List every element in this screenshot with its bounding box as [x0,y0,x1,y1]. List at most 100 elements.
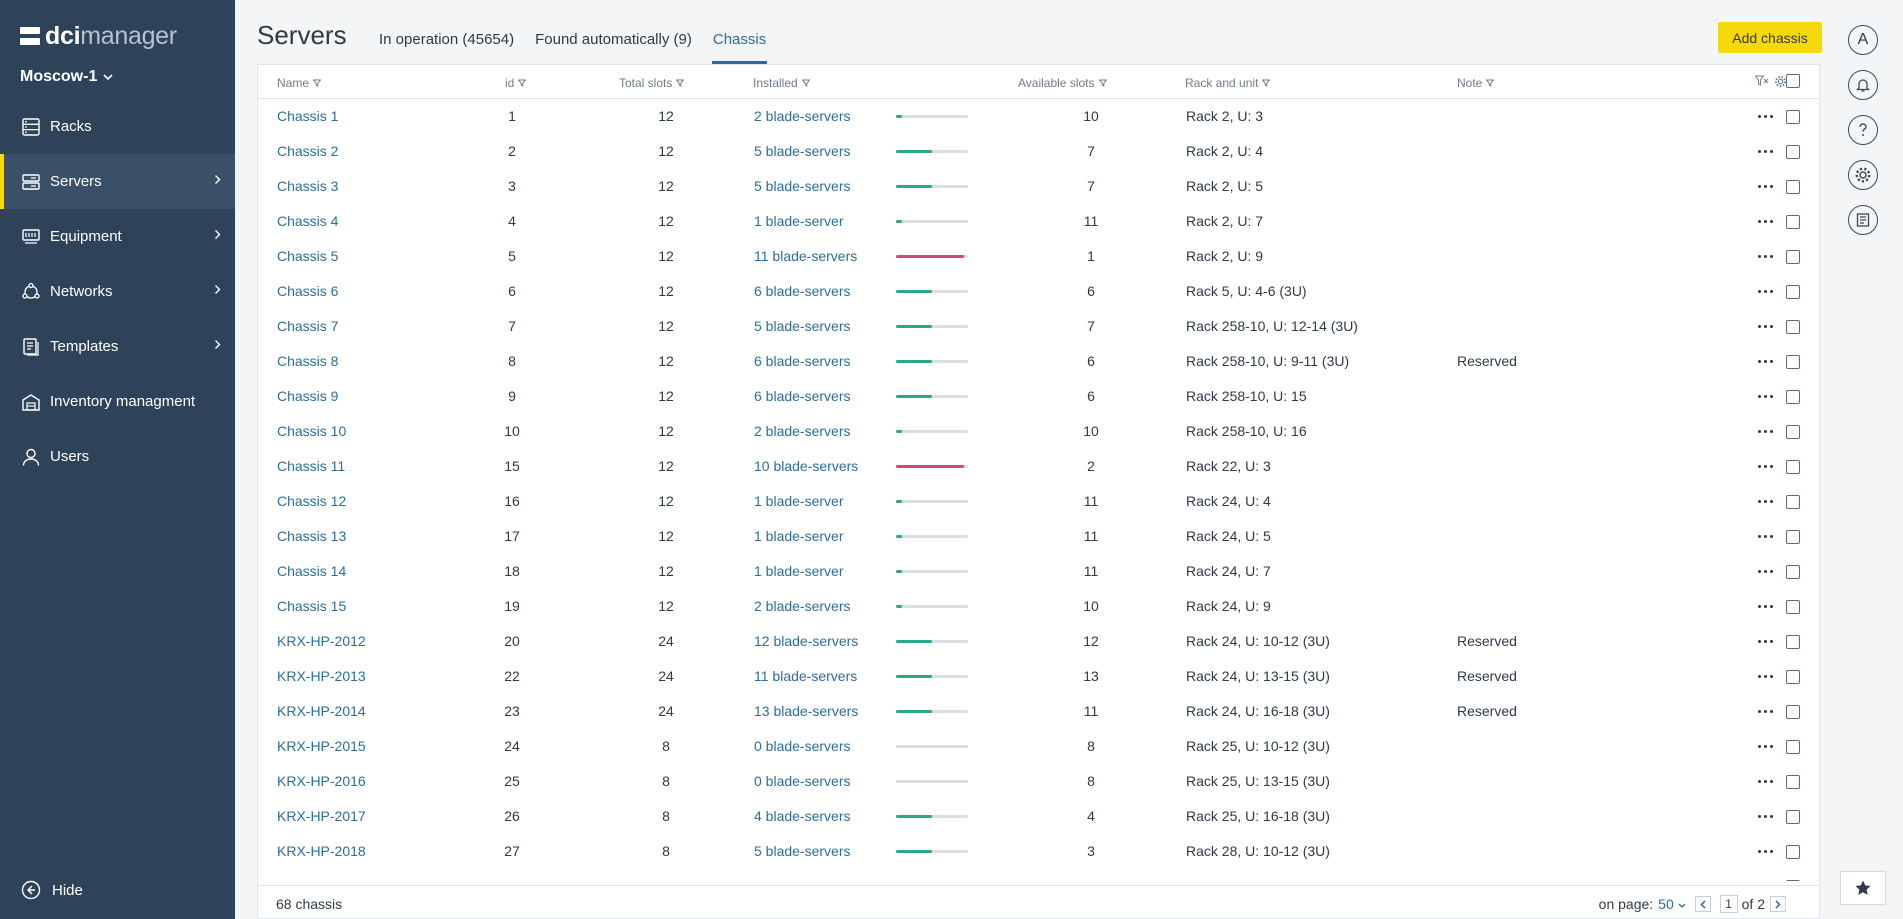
chassis-name-link[interactable]: Chassis 13 [277,528,347,544]
installed-link[interactable]: 0 blade-servers [754,738,851,754]
row-menu-button[interactable] [1754,554,1776,589]
installed-link[interactable]: 11 blade-servers [754,668,858,684]
column-name[interactable]: Name [277,76,322,90]
installed-link[interactable]: 13 blade-servers [754,703,859,719]
row-checkbox[interactable] [1786,775,1800,789]
sidebar-item-inventory-managment[interactable]: Inventory managment [0,374,235,429]
column-installed[interactable]: Installed [753,76,810,90]
table-row[interactable]: Chassis 8 8 12 6 blade-servers 6 Rack 258-10,… [258,344,1819,379]
avatar[interactable]: A [1848,25,1878,55]
row-menu-button[interactable] [1754,274,1776,309]
prev-page-button[interactable] [1694,896,1711,912]
row-menu-button[interactable] [1754,519,1776,554]
installed-link[interactable]: 1 blade-server [754,528,844,544]
chassis-name-link[interactable]: KRX-HP-2019 [277,869,366,881]
on-page-select[interactable]: 50 [1658,896,1686,912]
table-row[interactable]: KRX-HP-2014 23 24 13 blade-servers 11 Rack 24… [258,694,1819,729]
chassis-name-link[interactable]: Chassis 4 [277,213,339,229]
sidebar-item-users[interactable]: Users [0,429,235,484]
installed-link[interactable]: 2 blade-servers [754,108,851,124]
row-checkbox[interactable] [1786,845,1800,859]
table-row[interactable]: KRX-HP-2018 27 8 5 blade-servers 3 Rack 28, U… [258,834,1819,869]
row-checkbox[interactable] [1786,705,1800,719]
table-settings-button[interactable] [1770,75,1787,88]
row-menu-button[interactable] [1754,764,1776,799]
table-row[interactable]: KRX-HP-2017 26 8 4 blade-servers 4 Rack 25, U… [258,799,1819,834]
chassis-name-link[interactable]: KRX-HP-2015 [277,738,366,754]
table-row[interactable]: Chassis 12 16 12 1 blade-server 11 Rack 24, U… [258,484,1819,519]
select-all-checkbox[interactable] [1786,74,1800,88]
row-checkbox[interactable] [1786,145,1800,159]
chassis-name-link[interactable]: Chassis 11 [277,458,346,474]
add-chassis-button[interactable]: Add chassis [1718,22,1822,53]
row-checkbox[interactable] [1786,250,1800,264]
installed-link[interactable]: 2 blade-servers [754,423,851,439]
row-menu-button[interactable] [1754,134,1776,169]
table-row[interactable]: Chassis 7 7 12 5 blade-servers 7 Rack 258-10,… [258,309,1819,344]
settings-button[interactable] [1848,160,1878,190]
table-row[interactable]: Chassis 13 17 12 1 blade-server 11 Rack 24, U… [258,519,1819,554]
tab-found-automatically-9[interactable]: Found automatically (9) [535,31,692,48]
installed-link[interactable]: 5 blade-servers [754,143,851,159]
location-selector[interactable]: Moscow-1 [20,68,113,86]
row-checkbox[interactable] [1786,215,1800,229]
chassis-name-link[interactable]: Chassis 7 [277,318,339,334]
tab-in-operation-45654[interactable]: In operation (45654) [379,31,515,48]
row-menu-button[interactable] [1754,309,1776,344]
table-row[interactable]: Chassis 6 6 12 6 blade-servers 6 Rack 5, U: 4… [258,274,1819,309]
chassis-name-link[interactable]: Chassis 1 [277,108,339,124]
column-note[interactable]: Note [1457,76,1495,90]
table-row[interactable]: Chassis 5 5 12 11 blade-servers 1 Rack 2, U: … [258,239,1819,274]
installed-link[interactable]: 1 blade-server [754,493,844,509]
row-checkbox[interactable] [1786,810,1800,824]
table-row[interactable]: KRX-HP-2016 25 8 0 blade-servers 8 Rack 25, U… [258,764,1819,799]
table-row[interactable]: Chassis 15 19 12 2 blade-servers 10 Rack 24, … [258,589,1819,624]
column-total-slots[interactable]: Total slots [619,76,685,90]
row-checkbox[interactable] [1786,670,1800,684]
row-menu-button[interactable] [1754,99,1776,134]
installed-link[interactable]: 2 blade-servers [754,598,851,614]
row-checkbox[interactable] [1786,110,1800,124]
sidebar-item-racks[interactable]: Racks [0,99,235,154]
row-menu-button[interactable] [1754,729,1776,764]
table-row[interactable]: Chassis 9 9 12 6 blade-servers 6 Rack 258-10,… [258,379,1819,414]
row-checkbox[interactable] [1786,390,1800,404]
tab-chassis[interactable]: Chassis [711,24,768,64]
row-checkbox[interactable] [1786,565,1800,579]
logo[interactable]: dcimanager [20,22,177,50]
installed-link[interactable]: 6 blade-servers [754,388,851,404]
favorites-button[interactable] [1840,871,1886,905]
row-checkbox[interactable] [1786,425,1800,439]
installed-link[interactable]: 10 blade-servers [754,458,859,474]
row-checkbox[interactable] [1786,740,1800,754]
installed-link[interactable]: 5 blade-servers [754,178,851,194]
table-row[interactable]: Chassis 2 2 12 5 blade-servers 7 Rack 2, U: 4 [258,134,1819,169]
row-checkbox[interactable] [1786,600,1800,614]
installed-link[interactable]: 5 blade-servers [754,843,851,859]
installed-link[interactable]: 4 blade-servers [754,808,851,824]
table-row[interactable]: KRX-HP-2013 22 24 11 blade-servers 13 Rack 24… [258,659,1819,694]
row-menu-button[interactable] [1754,659,1776,694]
sidebar-item-networks[interactable]: Networks [0,264,235,319]
row-checkbox[interactable] [1786,530,1800,544]
installed-link[interactable]: 11 blade-servers [754,248,858,264]
row-menu-button[interactable] [1754,414,1776,449]
row-checkbox[interactable] [1786,635,1800,649]
chassis-name-link[interactable]: KRX-HP-2012 [277,633,366,649]
page-number-input[interactable]: 1 [1719,895,1738,913]
chassis-name-link[interactable]: Chassis 2 [277,143,339,159]
row-menu-button[interactable] [1754,484,1776,519]
row-menu-button[interactable] [1754,869,1776,881]
docs-button[interactable] [1848,205,1878,235]
installed-link[interactable]: 1 blade-server [754,563,844,579]
row-checkbox[interactable] [1786,460,1800,474]
hide-sidebar-button[interactable]: Hide [20,879,83,901]
installed-link[interactable]: 5 blade-servers [754,318,851,334]
row-checkbox[interactable] [1786,320,1800,334]
installed-link[interactable]: 6 blade-servers [754,283,851,299]
table-row[interactable]: KRX-HP-2015 24 8 0 blade-servers 8 Rack 25, U… [258,729,1819,764]
chassis-name-link[interactable]: Chassis 6 [277,283,339,299]
chassis-name-link[interactable]: Chassis 3 [277,178,339,194]
chassis-name-link[interactable]: KRX-HP-2016 [277,773,366,789]
reset-filters-button[interactable] [1751,75,1769,87]
